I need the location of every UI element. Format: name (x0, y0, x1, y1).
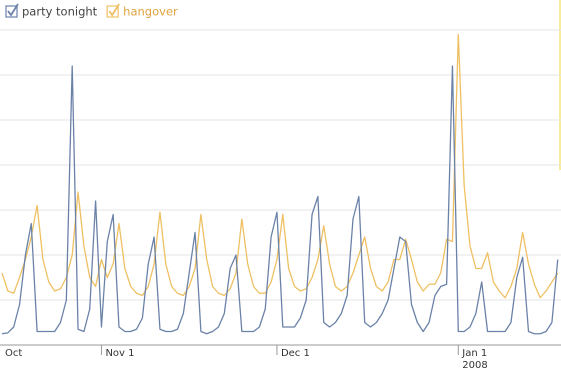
series-line (1, 65, 559, 335)
legend-check (7, 3, 19, 17)
legend: party tonight hangover (5, 3, 178, 19)
x-year-label: 2008 (462, 360, 487, 371)
legend-checkbox[interactable] (5, 5, 18, 18)
series-line (1, 33, 559, 299)
legend-label[interactable]: hangover (123, 5, 178, 19)
legend-check (108, 3, 120, 17)
legend-item[interactable]: hangover (106, 3, 178, 19)
legend-item[interactable]: party tonight (5, 3, 98, 19)
x-tick-label: Nov 1 (105, 348, 134, 359)
x-tick-label: Oct (5, 348, 22, 359)
x-tick-label: Dec 1 (281, 348, 310, 359)
x-tick-label: Jan 1 (461, 348, 487, 359)
legend-label[interactable]: party tonight (22, 5, 98, 19)
legend-checkbox[interactable] (106, 5, 119, 18)
